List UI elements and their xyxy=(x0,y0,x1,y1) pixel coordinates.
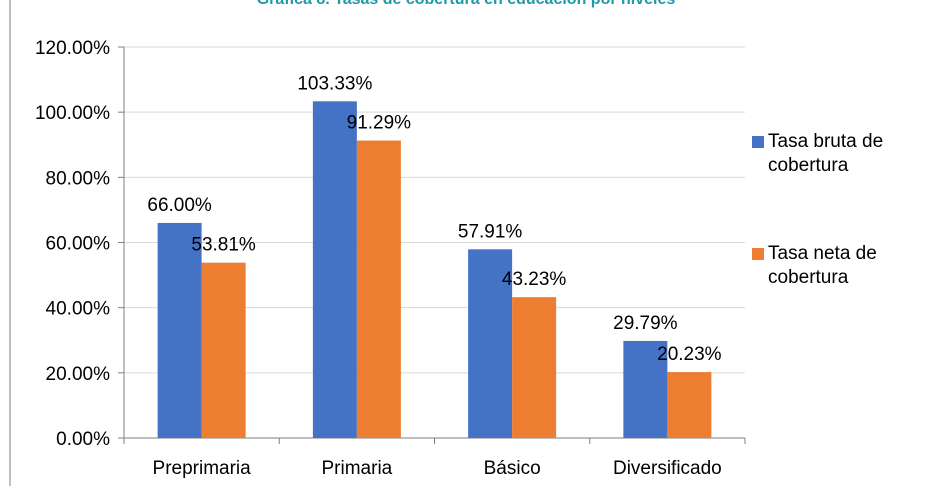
y-tick-label: 120.00% xyxy=(35,38,110,59)
bar xyxy=(623,340,668,438)
bar xyxy=(356,140,401,438)
bar xyxy=(312,101,357,439)
value-label: 53.81% xyxy=(191,235,256,256)
value-label: 91.29% xyxy=(347,113,412,134)
y-tick-label: 0.00% xyxy=(56,429,110,450)
legend-item: Tasa neta de cobertura xyxy=(752,242,930,290)
value-label: 29.79% xyxy=(613,313,678,334)
y-tick-label: 20.00% xyxy=(46,364,111,385)
legend-swatch xyxy=(752,136,764,148)
y-tick-label: 60.00% xyxy=(46,234,111,255)
x-tick-label: Primaria xyxy=(322,458,393,479)
value-label: 20.23% xyxy=(657,344,722,365)
y-tick-label: 40.00% xyxy=(46,299,111,320)
legend-swatch xyxy=(752,248,764,260)
bar xyxy=(201,262,246,438)
chart-title: Gráfica 8. Tasas de cobertura en educaci… xyxy=(257,0,676,8)
x-tick-label: Básico xyxy=(484,458,541,479)
bar xyxy=(667,372,712,438)
bar xyxy=(157,222,202,438)
legend-label: Tasa neta de cobertura xyxy=(768,243,877,288)
value-label: 103.33% xyxy=(297,73,372,94)
y-tick-label: 100.00% xyxy=(35,103,110,124)
x-tick-label: Preprimaria xyxy=(153,458,252,479)
value-label: 57.91% xyxy=(458,221,523,242)
y-tick-label: 80.00% xyxy=(46,168,111,189)
value-label: 43.23% xyxy=(502,269,567,290)
bar xyxy=(468,249,513,438)
legend-item: Tasa bruta de cobertura xyxy=(752,130,930,178)
bar xyxy=(512,297,557,438)
value-label: 66.00% xyxy=(147,195,212,216)
x-tick-label: Diversificado xyxy=(613,458,722,479)
legend-label: Tasa bruta de cobertura xyxy=(768,131,884,176)
